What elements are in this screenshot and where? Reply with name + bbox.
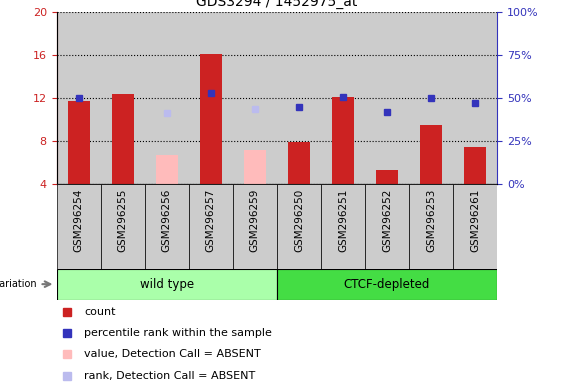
Text: GSM296253: GSM296253 xyxy=(426,189,436,252)
Title: GDS3294 / 1452975_at: GDS3294 / 1452975_at xyxy=(196,0,358,9)
Bar xyxy=(155,155,177,184)
Bar xyxy=(277,12,321,184)
Bar xyxy=(420,125,442,184)
Text: GSM296250: GSM296250 xyxy=(294,189,304,252)
Text: GSM296261: GSM296261 xyxy=(470,189,480,252)
Text: GSM296256: GSM296256 xyxy=(162,189,172,252)
Bar xyxy=(199,54,221,184)
Text: genotype/variation: genotype/variation xyxy=(0,279,37,289)
Bar xyxy=(376,170,398,184)
Bar xyxy=(409,12,453,184)
Text: value, Detection Call = ABSENT: value, Detection Call = ABSENT xyxy=(85,349,261,359)
Bar xyxy=(321,12,365,184)
Bar xyxy=(145,184,189,269)
Bar xyxy=(189,12,233,184)
Bar xyxy=(464,147,486,184)
Bar xyxy=(277,269,497,300)
Text: rank, Detection Call = ABSENT: rank, Detection Call = ABSENT xyxy=(85,371,256,381)
Bar xyxy=(365,12,409,184)
Bar xyxy=(68,101,89,184)
Text: CTCF-depleted: CTCF-depleted xyxy=(344,278,430,291)
Bar xyxy=(453,12,497,184)
Bar xyxy=(101,12,145,184)
Bar xyxy=(189,184,233,269)
Bar xyxy=(453,184,497,269)
Bar xyxy=(321,184,365,269)
Bar xyxy=(277,184,321,269)
Bar xyxy=(332,97,354,184)
Bar xyxy=(233,12,277,184)
Bar xyxy=(365,184,409,269)
Bar xyxy=(56,12,101,184)
Text: GSM296257: GSM296257 xyxy=(206,189,216,252)
Bar xyxy=(56,269,277,300)
Text: GSM296255: GSM296255 xyxy=(118,189,128,252)
Text: count: count xyxy=(85,307,116,317)
Text: GSM296251: GSM296251 xyxy=(338,189,348,252)
Bar xyxy=(233,184,277,269)
Bar xyxy=(244,150,266,184)
Text: GSM296259: GSM296259 xyxy=(250,189,260,252)
Bar xyxy=(56,184,101,269)
Bar xyxy=(101,184,145,269)
Text: wild type: wild type xyxy=(140,278,194,291)
Bar xyxy=(145,12,189,184)
Text: GSM296254: GSM296254 xyxy=(73,189,84,252)
Text: GSM296252: GSM296252 xyxy=(382,189,392,252)
Bar xyxy=(288,142,310,184)
Text: percentile rank within the sample: percentile rank within the sample xyxy=(85,328,272,338)
Bar xyxy=(409,184,453,269)
Bar xyxy=(111,94,133,184)
